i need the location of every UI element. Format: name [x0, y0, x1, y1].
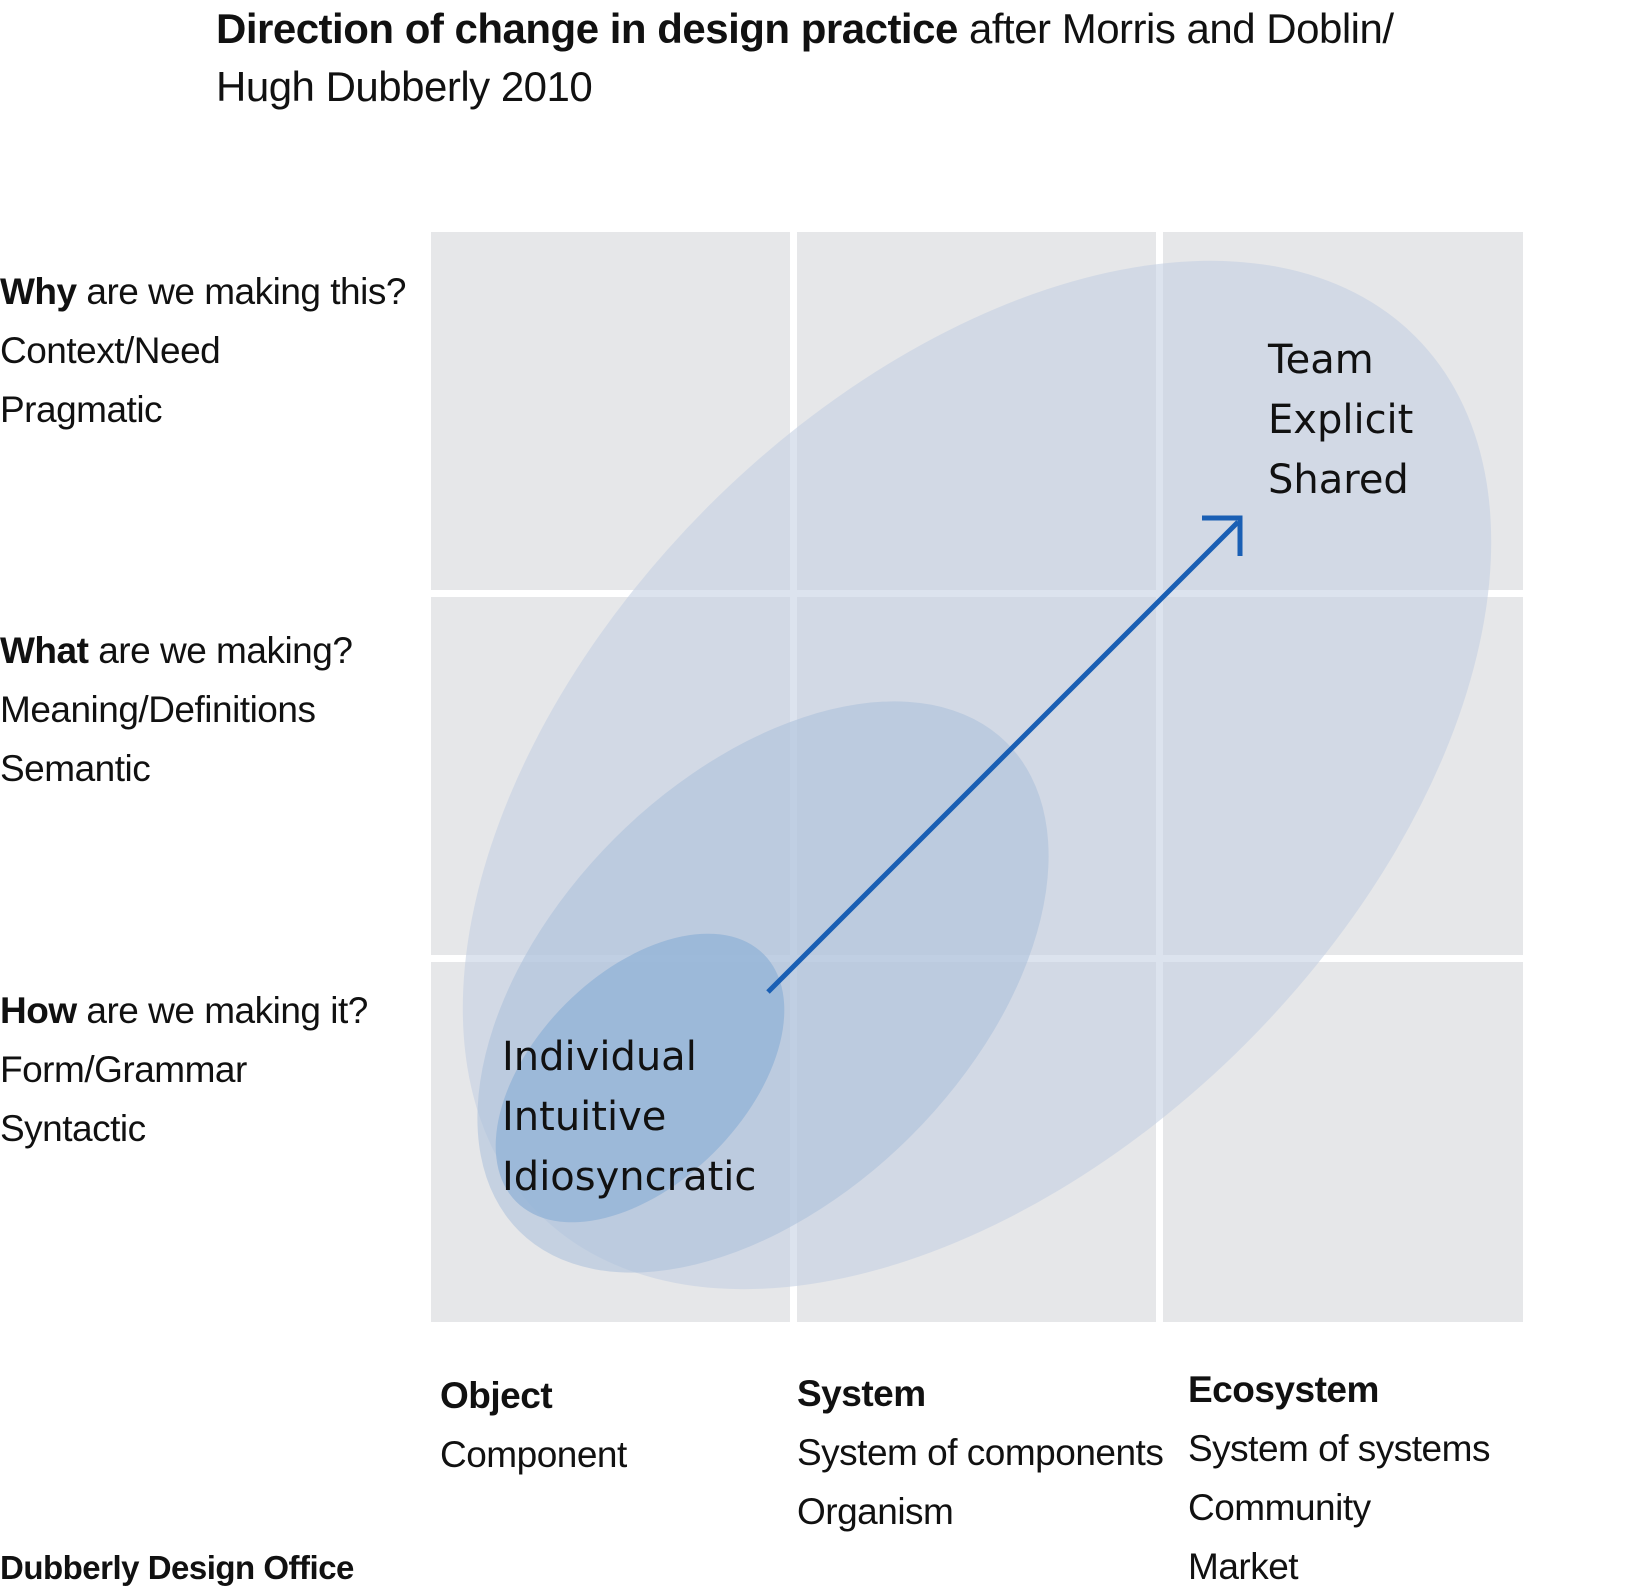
row-why-bold: Why [0, 271, 77, 312]
column-system-line1: System of components [797, 1432, 1164, 1473]
column-object-heading: Object [440, 1375, 553, 1416]
row-why-line3: Pragmatic [0, 389, 163, 430]
column-label-ecosystem: Ecosystem System of systems Community Ma… [1188, 1360, 1490, 1596]
start-label-intuitive: Intuitive [502, 1094, 667, 1140]
ellipse-inner [495, 933, 785, 1223]
row-what-line3: Semantic [0, 748, 151, 789]
row-label-why: Why are we making this? Context/Need Pra… [0, 262, 406, 439]
title-bold: Direction of change in design practice [216, 5, 958, 52]
row-what-line2: Meaning/Definitions [0, 689, 316, 730]
direction-arrow [766, 515, 1243, 994]
column-ecosystem-line2: Community [1188, 1487, 1371, 1528]
diagram-title: Direction of change in design practice a… [216, 0, 1516, 116]
start-label-idiosyncratic: Idiosyncratic [502, 1154, 757, 1200]
column-label-object: Object Component [440, 1366, 627, 1484]
arrow-shaft [766, 520, 1240, 994]
start-label-individual: Individual [502, 1034, 697, 1080]
arrow-head [1202, 515, 1243, 556]
column-system-heading: System [797, 1373, 926, 1414]
row-label-how: How are we making it? Form/Grammar Synta… [0, 981, 368, 1158]
row-label-what: What are we making? Meaning/Definitions … [0, 621, 353, 798]
column-label-system: System System of components Organism [797, 1364, 1164, 1541]
column-system-line2: Organism [797, 1491, 954, 1532]
column-object-line1: Component [440, 1434, 627, 1475]
column-ecosystem-heading: Ecosystem [1188, 1369, 1379, 1410]
end-label-team: Team [1268, 337, 1374, 383]
row-what-question: are we making? [88, 630, 353, 671]
end-labels: Team Explicit Shared [1268, 330, 1413, 510]
row-what-bold: What [0, 630, 89, 671]
row-how-bold: How [0, 990, 77, 1031]
title-rest: after Morris and Doblin/ [957, 5, 1394, 52]
title-line2: Hugh Dubberly 2010 [216, 63, 593, 110]
row-how-line2: Form/Grammar [0, 1049, 247, 1090]
end-label-shared: Shared [1268, 457, 1409, 503]
row-why-line2: Context/Need [0, 330, 221, 371]
column-ecosystem-line3: Market [1188, 1546, 1299, 1587]
column-ecosystem-line1: System of systems [1188, 1428, 1490, 1469]
row-why-question: are we making this? [76, 271, 406, 312]
row-how-question: are we making it? [76, 990, 368, 1031]
footer-credit: Dubberly Design Office [0, 1549, 354, 1586]
end-label-explicit: Explicit [1268, 397, 1414, 443]
row-how-line3: Syntactic [0, 1108, 146, 1149]
start-labels: Individual Intuitive Idiosyncratic [502, 1027, 756, 1207]
